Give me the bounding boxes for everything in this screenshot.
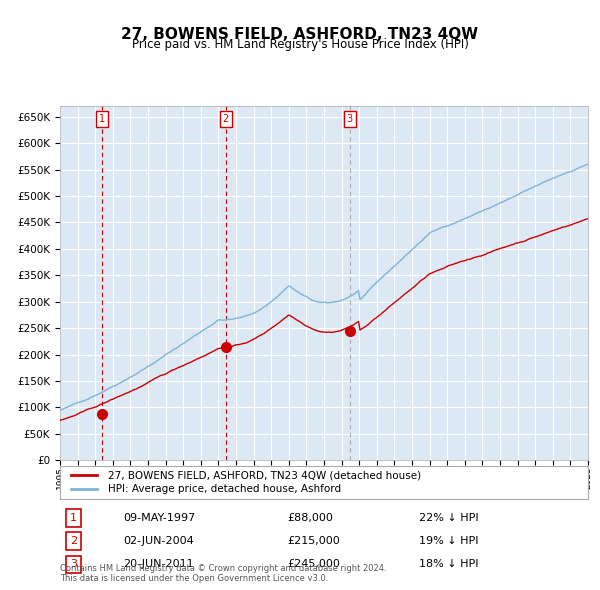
Text: 22% ↓ HPI: 22% ↓ HPI: [419, 513, 479, 523]
Text: 1: 1: [70, 513, 77, 523]
Text: 19% ↓ HPI: 19% ↓ HPI: [419, 536, 479, 546]
Text: HPI: Average price, detached house, Ashford: HPI: Average price, detached house, Ashf…: [107, 484, 341, 494]
Text: 3: 3: [347, 114, 353, 124]
Text: 27, BOWENS FIELD, ASHFORD, TN23 4QW: 27, BOWENS FIELD, ASHFORD, TN23 4QW: [121, 27, 479, 41]
Text: 2: 2: [70, 536, 77, 546]
Text: 09-MAY-1997: 09-MAY-1997: [124, 513, 196, 523]
Text: £88,000: £88,000: [287, 513, 333, 523]
Text: 18% ↓ HPI: 18% ↓ HPI: [419, 559, 479, 569]
Text: 27, BOWENS FIELD, ASHFORD, TN23 4QW (detached house): 27, BOWENS FIELD, ASHFORD, TN23 4QW (det…: [107, 470, 421, 480]
Text: Price paid vs. HM Land Registry's House Price Index (HPI): Price paid vs. HM Land Registry's House …: [131, 38, 469, 51]
Text: Contains HM Land Registry data © Crown copyright and database right 2024.
This d: Contains HM Land Registry data © Crown c…: [60, 563, 386, 583]
Text: 20-JUN-2011: 20-JUN-2011: [124, 559, 194, 569]
Text: 1: 1: [98, 114, 104, 124]
Text: £215,000: £215,000: [287, 536, 340, 546]
Text: 2: 2: [223, 114, 229, 124]
Text: 3: 3: [70, 559, 77, 569]
Text: £245,000: £245,000: [287, 559, 340, 569]
Text: 02-JUN-2004: 02-JUN-2004: [124, 536, 194, 546]
